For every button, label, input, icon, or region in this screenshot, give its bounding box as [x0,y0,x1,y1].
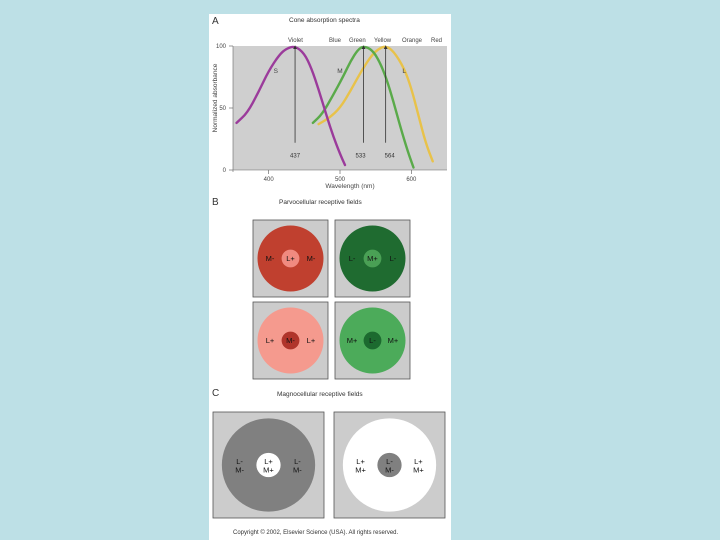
panel-a-title: Cone absorption spectra [289,17,360,24]
parvo-center [281,249,300,268]
surround-label-left: L+ [266,336,275,345]
x-tick-label-600: 600 [406,177,417,183]
y-axis-label: Normalized absorbance [212,63,219,132]
peak-label-s: 437 [290,154,301,160]
center-label-top: L+ [264,457,273,466]
curve-l [317,45,434,163]
parvo-center [363,249,382,268]
right-label-top: L- [294,457,301,466]
center-label: M- [286,336,295,345]
right-label-bottom: M- [293,466,302,475]
parvo-field-3: L- M+ M+ [334,301,411,380]
panel-a-letter: A [212,16,219,27]
center-label: M+ [367,254,378,263]
x-tick-label-400: 400 [264,177,275,183]
surround-label-left: M+ [347,336,358,345]
center-label-bottom: M- [385,466,394,475]
color-blue: Blue [329,38,342,44]
y-tick-label-50: 50 [219,106,226,112]
y-tick-label-0: 0 [223,168,227,174]
magno-center [377,452,402,478]
left-label-bottom: M+ [355,466,366,475]
copyright-notice: Copyright © 2002, Elsevier Science (USA)… [233,530,399,536]
color-green: Green [349,38,366,44]
parvo-field-2: M- L+ L+ [252,301,329,380]
parvocellular-fields: L+ M- M- M+ L- L- M- L+ L+ L- M+ M+ [252,219,411,380]
series-label-s: S [274,68,279,75]
center-label: L+ [286,254,295,263]
magno-field-0: L+M+L-M-L-M- [212,411,325,519]
x-axis-label: Wavelength (nm) [325,183,374,190]
series-label-l: L [402,68,406,75]
surround-label-right: M- [307,254,316,263]
absorption-chart: 0 50 100 400 500 600 Wavelength (nm) Normalized… [212,44,447,190]
magno-field-1: L-M-L+M+L+M+ [333,411,446,519]
x-tick-label-500: 500 [335,177,346,183]
magnocellular-fields: L+M+L-M-L-M-L-M-L+M+L+M+ [212,411,446,519]
peak-label-l: 564 [385,154,396,160]
color-violet: Violet [288,38,303,44]
panel-c-letter: C [212,388,220,399]
center-label: L- [369,336,376,345]
surround-label-right: L+ [307,336,316,345]
series-label-m: M [337,68,342,75]
right-label-top: L+ [414,457,423,466]
surround-label-left: L- [349,254,356,263]
surround-label-left: M- [266,254,275,263]
parvo-field-1: M+ L- L- [334,219,411,298]
left-label-top: L- [236,457,243,466]
color-orange: Orange [402,38,423,44]
surround-label-right: M+ [388,336,399,345]
magno-center [256,452,281,478]
center-label-top: L- [386,457,393,466]
panel-c-title: Magnocellular receptive fields [277,391,363,398]
panel-b-letter: B [212,197,219,208]
color-red: Red [431,38,443,44]
figure: A Cone absorption spectra Violet Blue Gr… [209,14,451,540]
panel-b-title: Parvocellular receptive fields [279,199,362,206]
color-yellow: Yellow [374,38,392,44]
peak-label-m: 533 [356,154,367,160]
parvo-center [363,331,382,350]
right-label-bottom: M+ [413,466,424,475]
center-label-bottom: M+ [263,466,274,475]
y-tick-label-100: 100 [216,44,227,50]
left-label-top: L+ [356,457,365,466]
parvo-center [281,331,300,350]
parvo-field-0: L+ M- M- [252,219,329,298]
left-label-bottom: M- [235,466,244,475]
surround-label-right: L- [390,254,397,263]
